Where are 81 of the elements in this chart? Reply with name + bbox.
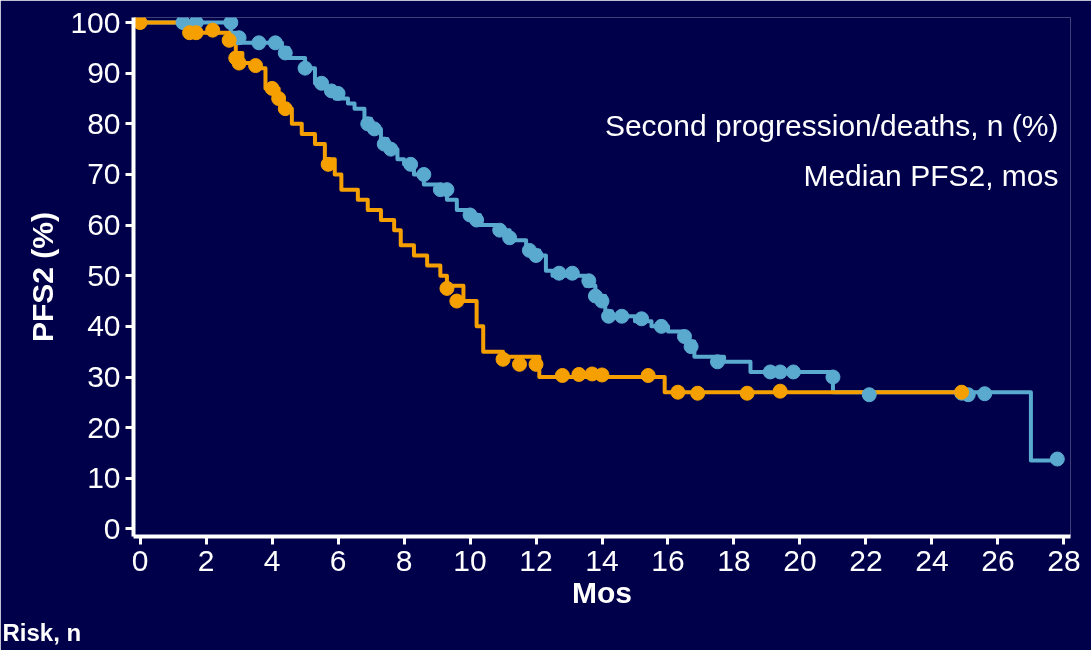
y-tick-label: 40 xyxy=(87,309,121,343)
point xyxy=(277,45,293,61)
point xyxy=(594,293,610,309)
y-tick-label: 30 xyxy=(87,360,121,393)
point xyxy=(512,356,528,372)
point xyxy=(653,318,669,334)
point xyxy=(690,385,706,401)
y-tick-label: 60 xyxy=(87,208,121,242)
point xyxy=(221,32,237,48)
point xyxy=(528,247,544,263)
x-tick-label: 0 xyxy=(131,543,149,577)
point xyxy=(205,22,221,38)
point xyxy=(439,280,455,296)
point xyxy=(772,383,788,399)
point xyxy=(709,354,725,370)
x-tick-label: 12 xyxy=(519,543,553,577)
point xyxy=(683,339,699,355)
point xyxy=(495,351,511,367)
text: Risk, n xyxy=(2,618,82,646)
point xyxy=(601,308,617,324)
point xyxy=(785,364,801,380)
point xyxy=(528,356,544,372)
point xyxy=(403,156,419,172)
x-tick-label: 14 xyxy=(585,543,619,577)
point xyxy=(330,85,346,101)
point xyxy=(977,386,993,402)
point xyxy=(383,141,399,157)
point xyxy=(264,80,280,96)
y-tick-label: 80 xyxy=(87,106,121,140)
point xyxy=(502,230,518,246)
point xyxy=(614,308,630,324)
y-tick-label: 50 xyxy=(87,258,121,292)
y-tick-label: 100 xyxy=(70,5,121,39)
point xyxy=(223,17,239,31)
point xyxy=(640,368,656,383)
point xyxy=(267,35,283,51)
x-tick-label: 6 xyxy=(329,543,347,577)
x-tick-label: 20 xyxy=(783,543,817,577)
x-tick-label: 4 xyxy=(263,543,281,577)
x-axis-title: Mos xyxy=(572,575,632,609)
annotation: Second progression/deaths, n (%) xyxy=(604,108,1059,142)
y-tick-label: 10 xyxy=(87,461,121,495)
x-tick-label: 16 xyxy=(651,543,685,577)
point xyxy=(581,273,597,289)
point xyxy=(554,368,570,383)
point xyxy=(594,367,610,383)
x-tick-label: 28 xyxy=(1047,543,1081,577)
point xyxy=(297,60,313,76)
y-tick-label: 70 xyxy=(87,157,121,191)
point xyxy=(551,265,567,281)
y-axis-title: PFS2 (%) xyxy=(26,211,60,343)
point xyxy=(492,222,508,238)
point xyxy=(861,387,877,403)
x-tick-label: 10 xyxy=(453,543,487,577)
point xyxy=(314,75,330,91)
point xyxy=(366,121,382,137)
point xyxy=(133,17,148,31)
y-tick-label: 20 xyxy=(87,410,121,444)
x-tick-label: 2 xyxy=(197,543,215,577)
point xyxy=(670,384,686,400)
point xyxy=(449,293,465,309)
point xyxy=(248,58,264,74)
point xyxy=(676,329,692,344)
x-tick-label: 22 xyxy=(849,543,883,577)
point xyxy=(564,265,580,281)
point xyxy=(634,311,650,327)
x-tick-label: 8 xyxy=(395,543,413,577)
x-tick-label: 24 xyxy=(915,543,949,577)
point xyxy=(1049,451,1065,467)
point xyxy=(277,101,293,117)
annotation: Median PFS2, mos xyxy=(803,158,1059,192)
point xyxy=(739,385,755,401)
x-tick-label: 18 xyxy=(717,543,751,577)
y-tick-label: 90 xyxy=(87,56,121,90)
point xyxy=(251,35,267,51)
x-tick-label: 26 xyxy=(981,543,1015,577)
point xyxy=(416,166,432,182)
point xyxy=(825,369,841,385)
point xyxy=(469,212,485,228)
y-tick-label: 0 xyxy=(103,511,121,545)
point xyxy=(571,366,587,382)
